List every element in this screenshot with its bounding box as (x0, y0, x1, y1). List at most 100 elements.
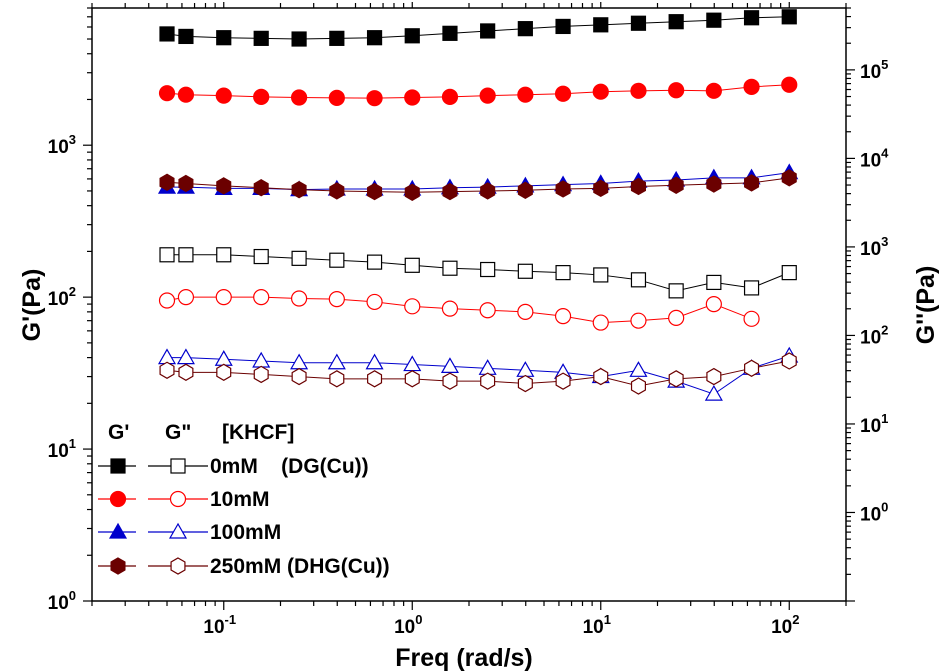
y-left-tick-label: 101 (48, 436, 76, 462)
legend-entry-100mM: 100mM (210, 521, 281, 544)
data-point (593, 267, 609, 283)
plot-area: 10-1 100 101 102 100 101 102 103 100 101 102 103 104… (48, 2, 889, 638)
data-point (328, 291, 345, 308)
y-right-tick-label: 100 (860, 499, 888, 525)
x-tick-label: 10-1 (203, 612, 236, 638)
data-point (365, 353, 384, 370)
data-point (216, 30, 232, 46)
data-point (441, 88, 459, 105)
data-point (290, 89, 308, 106)
data-point (478, 359, 497, 375)
data-point (367, 370, 383, 388)
data-point (291, 31, 307, 47)
data-point (404, 298, 421, 315)
data-point (517, 181, 533, 199)
data-point (157, 348, 177, 365)
data-point (705, 295, 722, 313)
data-point (291, 250, 307, 266)
series-1 (158, 76, 798, 107)
data-point (555, 265, 571, 281)
legend-header-g1: G' (108, 421, 129, 444)
data-point (366, 30, 383, 46)
legend-marker-open (168, 522, 188, 539)
data-point (593, 367, 609, 386)
data-point (555, 180, 571, 198)
data-point (327, 353, 346, 370)
data-point (329, 30, 345, 46)
data-point (216, 177, 232, 195)
y-left-tick-label: 100 (48, 588, 76, 614)
legend-marker-open (170, 557, 186, 575)
data-point (668, 283, 684, 299)
data-point (704, 384, 723, 401)
data-point (706, 274, 722, 291)
data-point (743, 310, 760, 327)
legend-marker-filled (109, 490, 127, 508)
data-point (706, 175, 722, 193)
data-point (329, 252, 345, 268)
data-point (442, 25, 458, 41)
data-point (178, 28, 194, 45)
data-point (253, 248, 269, 265)
x-tick-label: 101 (583, 612, 611, 638)
y-left-tick-label: 102 (48, 284, 76, 310)
data-point (554, 308, 572, 325)
y-right-tick-label: 104 (860, 145, 889, 171)
data-point (366, 90, 383, 107)
data-point (781, 265, 797, 281)
data-point (480, 182, 496, 200)
data-point (593, 179, 609, 198)
legend-entry-10mM: 10mM (210, 488, 270, 511)
data-point (159, 247, 175, 263)
data-point (516, 361, 535, 377)
y-left-tick-label: 103 (48, 132, 76, 158)
data-point (781, 169, 797, 187)
data-point (329, 182, 345, 200)
series-5 (158, 289, 760, 331)
data-point (629, 361, 648, 377)
y-right-tick-label: 103 (860, 234, 888, 260)
y-right-tick-label: 102 (860, 322, 888, 348)
data-point (743, 78, 760, 95)
legend-header-label: [KHCF] (222, 421, 294, 444)
x-tick-label: 102 (771, 612, 799, 638)
data-point (158, 85, 176, 102)
data-point (630, 272, 647, 288)
data-point (176, 348, 195, 365)
data-point (440, 357, 459, 374)
legend-marker-filled (110, 557, 126, 575)
x-axis-title: Freq (rad/s) (395, 644, 533, 671)
data-point (404, 89, 421, 106)
data-point (554, 85, 572, 102)
series-4 (159, 247, 797, 299)
data-point (366, 293, 383, 311)
data-point (630, 312, 647, 329)
data-point (291, 180, 307, 199)
data-point (668, 309, 685, 327)
data-point (593, 17, 609, 33)
data-point (668, 176, 684, 194)
data-point (592, 314, 609, 331)
data-point (403, 355, 422, 372)
y-right-tick-label: 101 (860, 411, 888, 437)
data-point (178, 174, 194, 193)
data-point (216, 363, 232, 382)
data-point (215, 289, 232, 306)
series-7 (159, 352, 797, 395)
data-point (743, 280, 760, 296)
data-point (252, 351, 271, 368)
data-point (744, 359, 760, 378)
data-point (517, 303, 534, 320)
data-point (479, 302, 496, 319)
data-point (630, 177, 646, 196)
data-point (442, 260, 458, 276)
data-point (630, 377, 646, 395)
data-point (480, 261, 496, 278)
data-point (290, 353, 309, 370)
series-layer (157, 9, 799, 401)
data-point (706, 12, 722, 28)
data-point (404, 183, 420, 201)
data-point (178, 247, 194, 263)
data-point (329, 370, 345, 388)
